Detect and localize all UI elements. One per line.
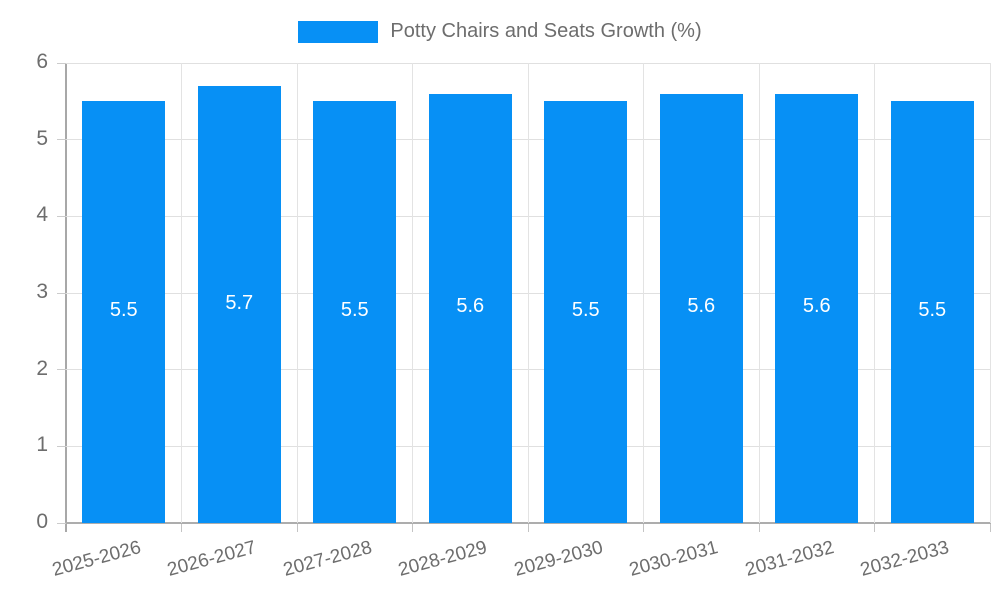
y-tick-label: 1 [36,433,48,457]
x-gridline [989,63,991,523]
x-tick-label: 2026-2027 [165,537,259,581]
x-gridline [412,63,413,523]
y-tick [57,369,66,371]
bar: 5.5 [313,101,397,523]
x-gridline [181,63,182,523]
bar: 5.5 [82,101,166,523]
x-axis-labels: 2025-2026 2026-2027 2027-2028 2028-2029 2029… [50,529,990,599]
y-tick-label: 4 [36,203,48,227]
y-tick [57,215,66,217]
y-tick [57,522,66,524]
y-tick [57,139,66,141]
x-tick [874,524,875,532]
bar-value-label: 5.6 [456,295,485,318]
y-axis-line [65,63,67,532]
y-tick-label: 6 [36,50,48,73]
bar-value-label: 5.5 [109,299,138,322]
x-gridline [527,63,529,523]
bar-value-label: 5.5 [571,299,600,322]
y-tick [57,445,66,447]
y-tick [57,62,66,64]
y-tick-label: 0 [36,510,48,533]
bar-value-label: 5.5 [340,299,369,322]
x-tick-label: 2028-2029 [396,537,490,581]
x-tick-label: 2030-2031 [627,537,721,581]
bar: 5.5 [544,101,628,523]
x-tick [527,524,529,532]
x-axis-line [65,522,991,524]
x-tick-label: 2031-2032 [742,537,837,581]
plot-area: 5.5 5.7 5.5 5.6 5.5 5.6 5.6 5.5 [57,62,991,532]
bar: 5.6 [428,93,512,523]
legend: Potty Chairs and Seats Growth (%) [0,20,1000,43]
x-tick [181,524,182,532]
y-axis-labels: 0 1 2 3 4 5 6 [0,50,56,533]
x-gridline [643,63,644,523]
x-tick-label: 2029-2030 [511,537,606,581]
bar: 5.7 [197,86,281,523]
x-tick-label: 2032-2033 [858,537,952,581]
y-tick-label: 2 [36,356,48,380]
bar-value-label: 5.7 [225,291,254,314]
legend-label: Potty Chairs and Seats Growth (%) [390,20,702,42]
bar: 5.6 [659,93,743,523]
x-gridline [296,63,298,523]
bar-value-label: 5.5 [918,299,947,322]
bar-value-label: 5.6 [687,295,716,318]
x-tick-label: 2027-2028 [280,537,375,581]
x-tick [758,524,760,532]
bar: 5.5 [890,101,974,523]
y-tick-label: 5 [36,126,48,150]
x-tick [643,524,644,532]
x-gridline [758,63,760,523]
x-gridline [874,63,875,523]
bar: 5.6 [775,93,859,523]
legend-item[interactable]: Potty Chairs and Seats Growth (%) [298,20,702,43]
bar-value-label: 5.6 [802,295,831,318]
x-tick [412,524,413,532]
y-tick [57,292,66,294]
y-tick-label: 3 [36,280,48,303]
x-tick [989,524,991,532]
legend-swatch-icon [298,20,379,43]
x-tick-label: 2025-2026 [49,537,144,581]
x-tick [296,524,298,532]
